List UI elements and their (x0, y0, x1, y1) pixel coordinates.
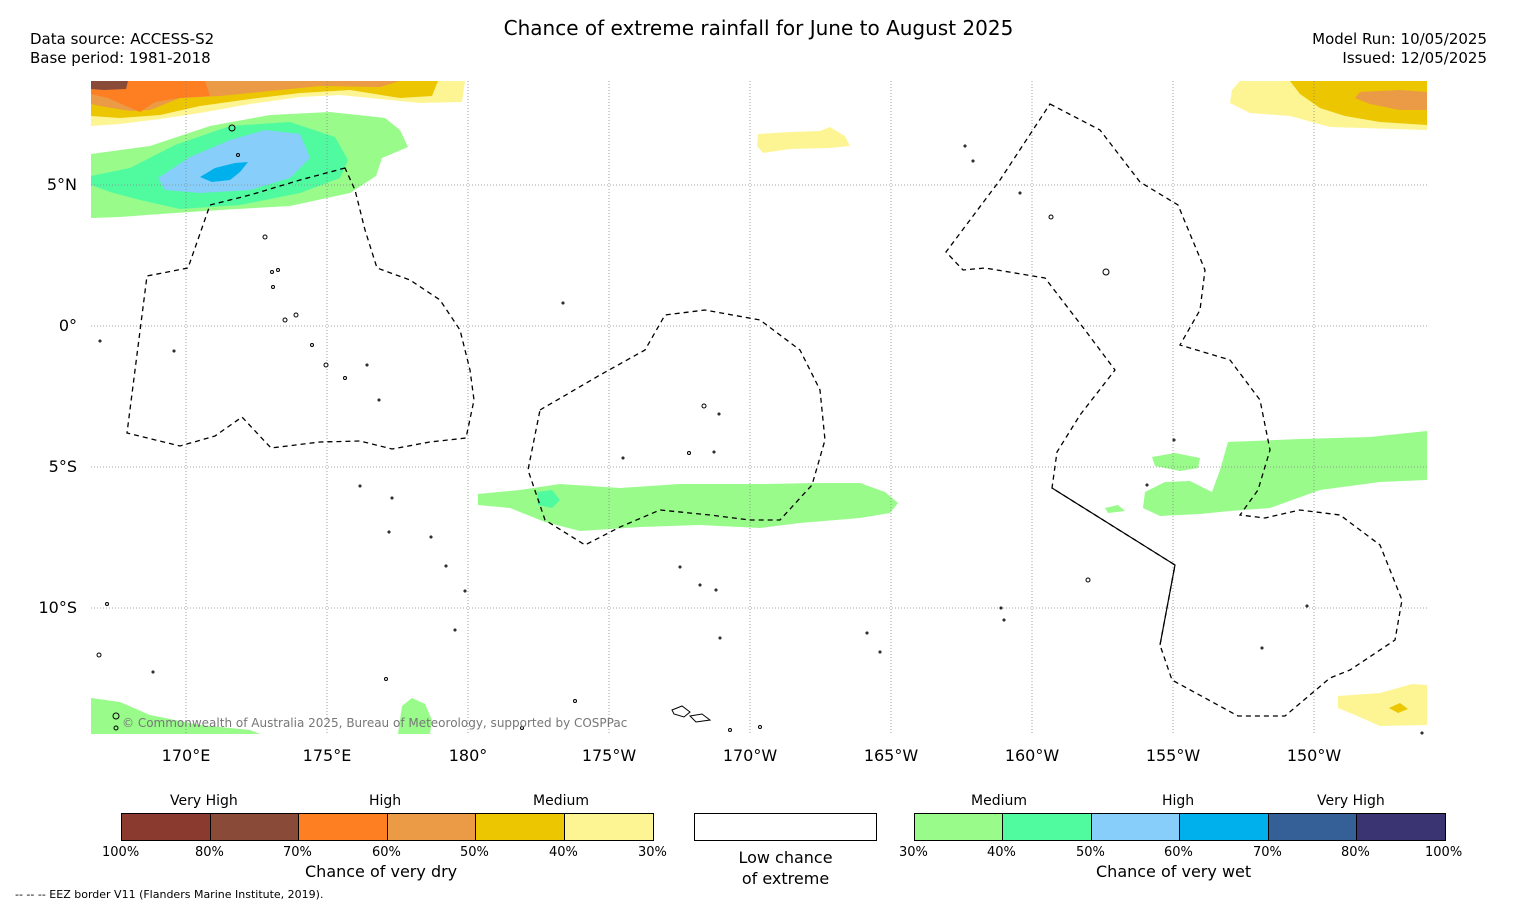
wet-swatch-40-50 (1002, 813, 1092, 841)
data-source-block: Data source: ACCESS-S2 Base period: 1981… (30, 30, 214, 68)
low-chance-swatch (694, 813, 877, 841)
wet-region-east-band (1152, 453, 1200, 471)
wet-tick-60: 60% (1164, 845, 1193, 860)
lon-tick-155w: 155°W (1145, 746, 1201, 765)
lon-tick-175w: 175°W (581, 746, 637, 765)
base-period-text: Base period: 1981-2018 (30, 49, 211, 67)
model-info-block: Model Run: 10/05/2025 Issued: 12/05/2025 (1312, 30, 1487, 68)
dry-tick-30: 30% (638, 845, 667, 860)
dry-tick-70: 70% (283, 845, 312, 860)
dry-patch-north-central (757, 127, 850, 153)
dry-tick-50: 50% (460, 845, 489, 860)
lat-tick-0: 0° (58, 316, 77, 335)
dry-tick-100: 100% (102, 845, 140, 860)
map-fields (91, 81, 1427, 734)
map-gridlines (91, 81, 1427, 734)
lon-tick-160w: 160°W (1004, 746, 1060, 765)
low-chance-label-line2: of extreme (741, 869, 830, 888)
dry-region-southeast-40 (1389, 703, 1408, 713)
low-chance-label-line1: Low chance (738, 848, 833, 867)
dry-swatch-40-50 (475, 813, 565, 841)
eez-border-line-islands (945, 103, 1403, 717)
dry-tick-40: 40% (549, 845, 578, 860)
lon-tick-165w: 165°W (863, 746, 919, 765)
dry-tick-80: 80% (195, 845, 224, 860)
dry-swatch-70-80 (210, 813, 299, 841)
lon-tick-150w: 150°W (1286, 746, 1342, 765)
dry-tick-60: 60% (372, 845, 401, 860)
dry-region-southeast (1338, 684, 1427, 726)
wet-region-central-band (478, 483, 898, 531)
lon-tick-180: 180° (448, 746, 488, 765)
wet-tick-40: 40% (987, 845, 1016, 860)
wet-region-east-main (1143, 431, 1427, 516)
wet-swatch-80-100 (1356, 813, 1446, 841)
wet-tick-50: 50% (1076, 845, 1105, 860)
wet-region-southwest (91, 698, 260, 734)
dry-region-northeast-50 (1355, 90, 1427, 110)
dry-swatch-50-60 (387, 813, 476, 841)
wet-swatch-30-40 (914, 813, 1003, 841)
dry-region-northwest-80 (91, 81, 128, 90)
wet-legend-title: Chance of very wet (1096, 862, 1252, 881)
wet-patch-east-small (1105, 505, 1125, 513)
wet-region-northwest-50 (158, 130, 310, 193)
wet-legend-high-label: High (1162, 793, 1195, 809)
wet-region-northwest-60 (200, 162, 248, 182)
eez-borders (126, 103, 1403, 717)
wet-tick-30: 30% (899, 845, 928, 860)
dry-swatch-80-100 (121, 813, 211, 841)
lon-tick-175e: 175°E (302, 746, 352, 765)
lat-tick-10s: 10°S (38, 598, 77, 617)
dry-swatch-30-40 (564, 813, 654, 841)
dry-legend-very-high-label: Very High (170, 793, 238, 809)
dry-legend-medium-label: Medium (533, 793, 589, 809)
dry-legend-high-label: High (369, 793, 402, 809)
lat-tick-5n: 5°N (46, 175, 77, 194)
wet-legend-medium-label: Medium (971, 793, 1027, 809)
chart-title: Chance of extreme rainfall for June to A… (503, 16, 1014, 40)
lon-tick-170e: 170°E (161, 746, 211, 765)
eez-footnote: -- -- -- EEZ border V11 (Flanders Marine… (15, 888, 324, 901)
island-outlines (96, 124, 1424, 735)
eez-border-solid-segment (1051, 487, 1176, 646)
wet-swatch-50-60 (1091, 813, 1180, 841)
lon-tick-170w: 170°W (722, 746, 778, 765)
wet-region-south-patch (398, 698, 432, 734)
wet-swatch-60-70 (1179, 813, 1269, 841)
dry-legend-title: Chance of very dry (305, 862, 458, 881)
wet-tick-70: 70% (1253, 845, 1282, 860)
wet-swatch-70-80 (1268, 813, 1357, 841)
data-source-text: Data source: ACCESS-S2 (30, 30, 215, 48)
wet-region-central-40 (537, 490, 560, 508)
wet-tick-100: 100% (1425, 845, 1463, 860)
model-run-text: Model Run: 10/05/2025 (1312, 30, 1487, 48)
issued-date-text: Issued: 12/05/2025 (1342, 49, 1487, 67)
copyright-notice: © Commonwealth of Australia 2025, Bureau… (122, 716, 628, 730)
dry-swatch-60-70 (298, 813, 388, 841)
lat-tick-5s: 5°S (48, 457, 77, 476)
wet-tick-80: 80% (1341, 845, 1370, 860)
wet-legend-very-high-label: Very High (1317, 793, 1385, 809)
